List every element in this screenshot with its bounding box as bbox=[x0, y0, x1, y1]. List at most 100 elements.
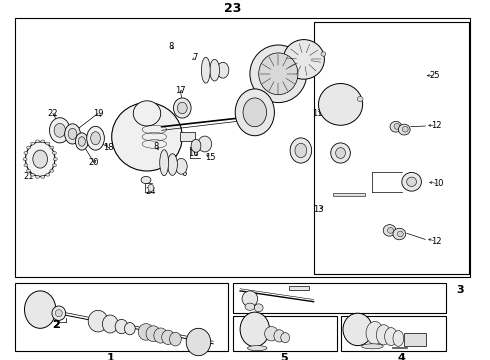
Ellipse shape bbox=[52, 306, 66, 320]
Bar bbox=[233, 316, 337, 351]
Ellipse shape bbox=[148, 184, 154, 192]
Text: 24: 24 bbox=[146, 187, 156, 196]
Text: 8: 8 bbox=[169, 42, 173, 51]
Ellipse shape bbox=[138, 324, 154, 340]
Ellipse shape bbox=[25, 142, 55, 176]
Ellipse shape bbox=[407, 177, 416, 186]
Bar bbox=[341, 316, 446, 351]
Ellipse shape bbox=[390, 121, 402, 132]
Ellipse shape bbox=[112, 103, 182, 171]
Ellipse shape bbox=[343, 313, 372, 346]
Ellipse shape bbox=[198, 136, 212, 152]
Text: 7: 7 bbox=[193, 53, 197, 62]
Ellipse shape bbox=[154, 328, 168, 343]
Ellipse shape bbox=[68, 129, 77, 139]
Ellipse shape bbox=[168, 154, 177, 175]
Circle shape bbox=[245, 303, 255, 310]
Ellipse shape bbox=[177, 102, 187, 114]
Text: 3: 3 bbox=[457, 285, 465, 295]
Text: 21: 21 bbox=[23, 172, 34, 181]
Ellipse shape bbox=[247, 346, 267, 351]
Ellipse shape bbox=[376, 325, 391, 345]
Ellipse shape bbox=[191, 139, 201, 152]
Text: 9: 9 bbox=[304, 151, 309, 160]
Bar bbox=[289, 286, 309, 290]
Ellipse shape bbox=[46, 142, 50, 145]
Ellipse shape bbox=[295, 143, 307, 158]
Ellipse shape bbox=[393, 330, 404, 346]
Text: 16: 16 bbox=[188, 149, 199, 158]
Ellipse shape bbox=[175, 158, 187, 174]
Ellipse shape bbox=[259, 53, 298, 95]
Ellipse shape bbox=[33, 150, 48, 168]
Text: 11: 11 bbox=[312, 109, 322, 118]
Ellipse shape bbox=[393, 228, 406, 240]
Ellipse shape bbox=[26, 169, 30, 172]
Ellipse shape bbox=[240, 312, 270, 347]
Text: 14: 14 bbox=[258, 107, 269, 115]
Ellipse shape bbox=[23, 158, 27, 161]
Text: 6: 6 bbox=[181, 169, 186, 178]
Ellipse shape bbox=[274, 330, 285, 342]
Bar bbox=[392, 347, 407, 348]
Ellipse shape bbox=[26, 146, 30, 149]
Ellipse shape bbox=[385, 328, 397, 346]
Ellipse shape bbox=[383, 225, 396, 236]
Ellipse shape bbox=[210, 59, 220, 81]
Text: 8: 8 bbox=[153, 143, 158, 152]
Ellipse shape bbox=[173, 98, 191, 118]
Ellipse shape bbox=[46, 173, 50, 176]
Text: 20: 20 bbox=[89, 158, 99, 167]
Ellipse shape bbox=[290, 138, 312, 163]
Ellipse shape bbox=[160, 150, 169, 176]
Ellipse shape bbox=[87, 126, 104, 150]
Ellipse shape bbox=[41, 140, 45, 143]
Ellipse shape bbox=[24, 291, 56, 328]
Text: 6: 6 bbox=[204, 68, 209, 77]
Ellipse shape bbox=[402, 172, 421, 191]
Ellipse shape bbox=[133, 101, 161, 126]
Ellipse shape bbox=[24, 164, 28, 167]
Text: 12: 12 bbox=[431, 122, 441, 130]
Bar bbox=[180, 132, 195, 141]
Ellipse shape bbox=[124, 323, 135, 335]
Ellipse shape bbox=[357, 96, 363, 102]
Ellipse shape bbox=[91, 132, 100, 145]
Text: 17: 17 bbox=[175, 86, 186, 95]
Text: 12: 12 bbox=[431, 237, 441, 246]
Ellipse shape bbox=[170, 332, 181, 346]
Text: 22: 22 bbox=[48, 109, 58, 118]
Bar bbox=[404, 333, 426, 346]
Bar bbox=[15, 283, 228, 351]
Ellipse shape bbox=[50, 146, 54, 149]
Ellipse shape bbox=[201, 57, 210, 83]
Ellipse shape bbox=[49, 118, 70, 143]
Ellipse shape bbox=[281, 333, 290, 343]
Ellipse shape bbox=[235, 89, 274, 136]
Bar bbox=[333, 193, 365, 196]
Ellipse shape bbox=[217, 62, 229, 78]
Ellipse shape bbox=[52, 164, 56, 167]
Ellipse shape bbox=[55, 310, 62, 317]
Ellipse shape bbox=[78, 137, 85, 146]
Ellipse shape bbox=[53, 158, 57, 161]
Bar bbox=[314, 22, 469, 274]
Ellipse shape bbox=[254, 304, 263, 312]
Text: 5: 5 bbox=[280, 353, 288, 360]
Ellipse shape bbox=[162, 330, 174, 345]
Text: 25: 25 bbox=[430, 71, 441, 80]
Ellipse shape bbox=[402, 126, 408, 132]
Ellipse shape bbox=[52, 152, 56, 154]
Circle shape bbox=[141, 176, 151, 184]
Ellipse shape bbox=[30, 173, 34, 176]
Ellipse shape bbox=[36, 140, 40, 143]
Ellipse shape bbox=[54, 123, 66, 137]
Ellipse shape bbox=[243, 98, 267, 127]
Ellipse shape bbox=[75, 133, 88, 150]
Ellipse shape bbox=[283, 40, 324, 79]
Ellipse shape bbox=[186, 328, 211, 356]
Ellipse shape bbox=[146, 326, 161, 342]
Ellipse shape bbox=[318, 84, 363, 125]
Text: 13: 13 bbox=[313, 205, 324, 214]
Ellipse shape bbox=[102, 315, 118, 333]
